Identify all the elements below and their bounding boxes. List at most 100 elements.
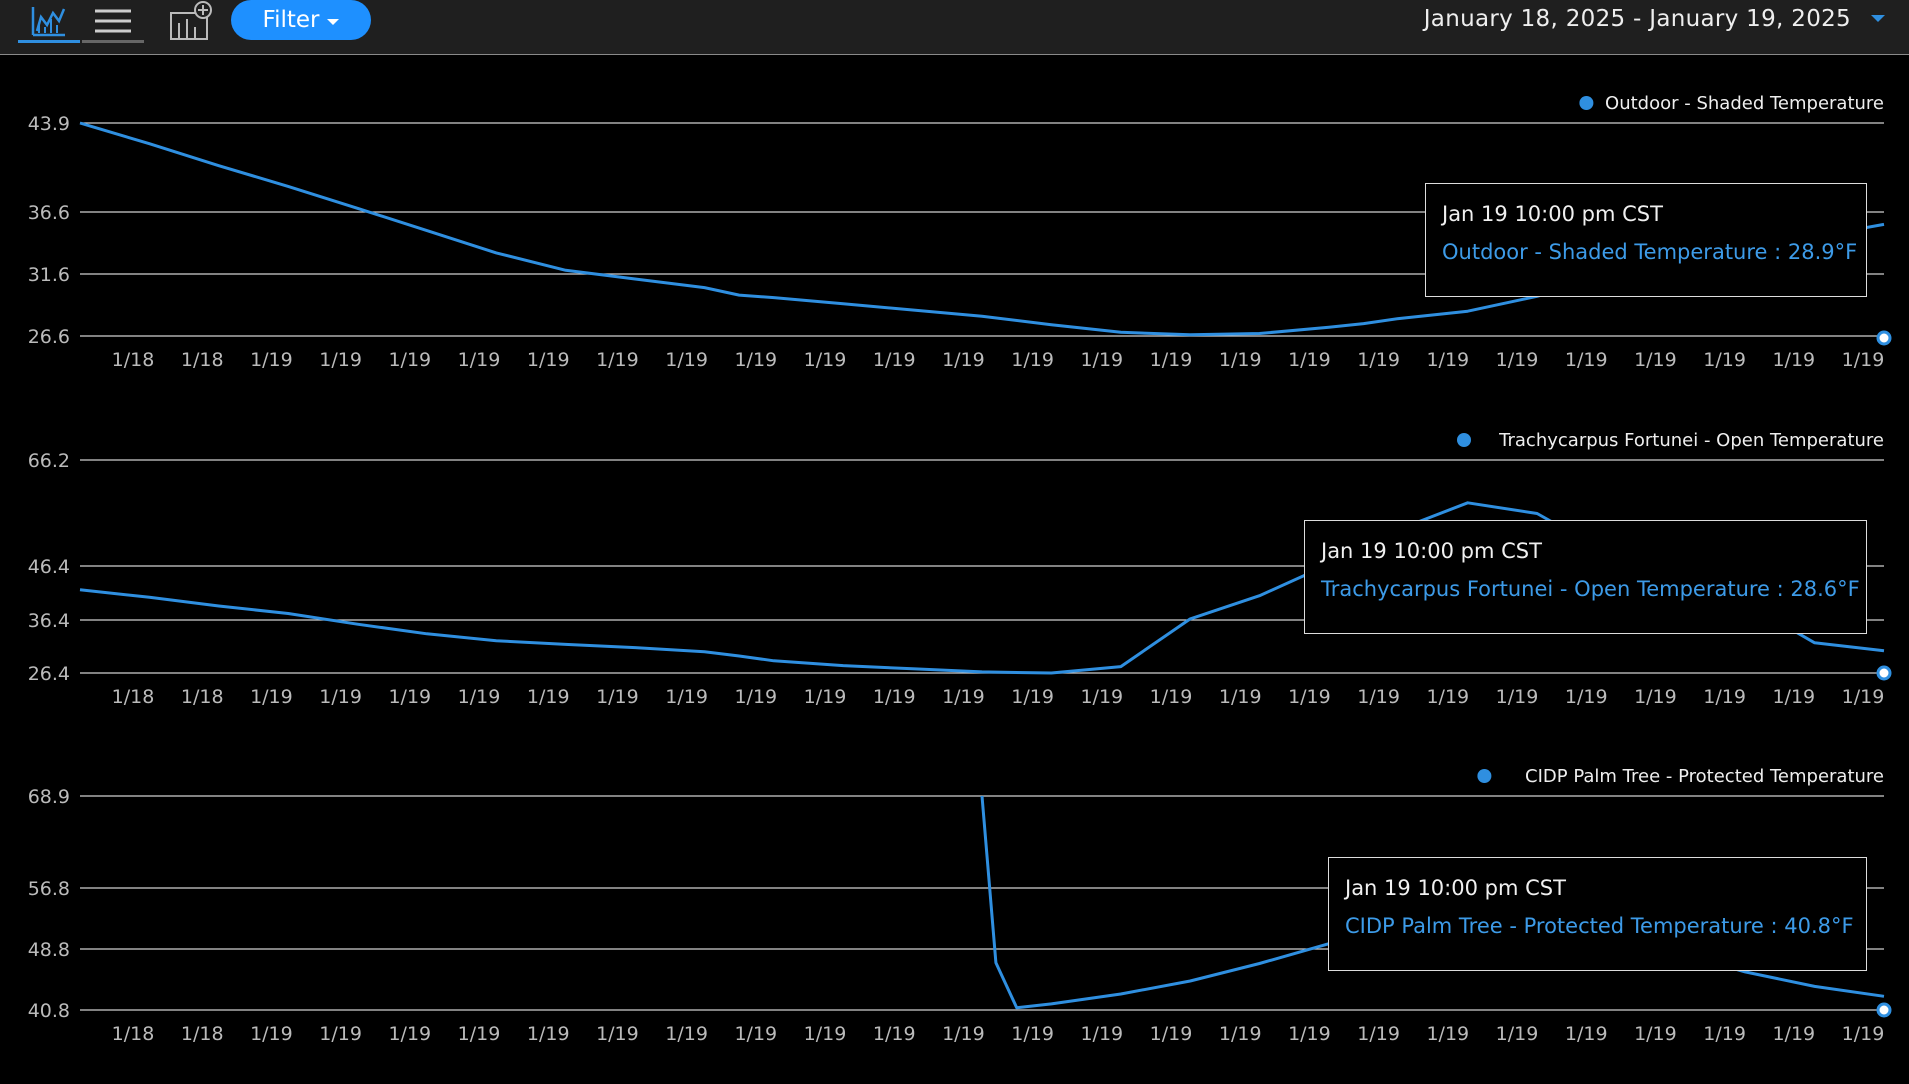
filter-label: Filter [262,7,320,33]
list-view-icon[interactable] [82,0,144,42]
y-tick-label: 36.6 [28,202,70,224]
x-tick-label: 1/19 [1080,349,1123,371]
tooltip-outdoor: Jan 19 10:00 pm CST Outdoor - Shaded Tem… [1425,183,1867,297]
x-tick-label: 1/18 [181,1023,224,1045]
x-tick-label: 1/19 [1288,1023,1331,1045]
tooltip-time: Jan 19 10:00 pm CST [1345,876,1566,900]
x-tick-label: 1/19 [1496,686,1539,708]
x-tick-label: 1/19 [1150,1023,1193,1045]
x-tick-label: 1/19 [1219,349,1262,371]
legend-label[interactable]: CIDP Palm Tree - Protected Temperature [1525,766,1884,787]
x-tick-label: 1/19 [596,349,639,371]
x-tick-label: 1/19 [458,349,501,371]
x-tick-label: 1/19 [804,349,847,371]
x-tick-label: 1/19 [873,686,916,708]
x-tick-label: 1/19 [1426,1023,1469,1045]
x-tick-label: 1/19 [1772,349,1815,371]
legend-marker [1477,769,1492,783]
legend-marker [1457,433,1471,447]
add-chart-icon[interactable] [164,0,216,42]
x-tick-label: 1/19 [319,686,362,708]
x-tick-label: 1/19 [1565,349,1608,371]
y-tick-label: 43.9 [28,113,70,135]
tooltip-value: CIDP Palm Tree - Protected Temperature :… [1345,914,1854,938]
x-tick-label: 1/19 [1219,1023,1262,1045]
x-tick-label: 1/19 [596,686,639,708]
x-tick-label: 1/19 [596,1023,639,1045]
x-tick-label: 1/19 [804,1023,847,1045]
x-tick-label: 1/19 [1219,686,1262,708]
x-tick-label: 1/18 [181,349,224,371]
x-tick-label: 1/19 [1703,686,1746,708]
x-tick-label: 1/19 [1288,349,1331,371]
x-tick-label: 1/19 [734,686,777,708]
x-tick-label: 1/19 [1288,686,1331,708]
x-tick-label: 1/19 [1357,686,1400,708]
tooltip-time: Jan 19 10:00 pm CST [1321,539,1542,563]
y-tick-label: 40.8 [28,1000,70,1022]
hover-marker[interactable] [1876,1002,1892,1018]
x-tick-label: 1/18 [112,686,155,708]
x-tick-label: 1/19 [1703,1023,1746,1045]
x-tick-label: 1/19 [1357,1023,1400,1045]
y-tick-label: 26.6 [28,326,70,348]
x-tick-label: 1/19 [665,349,708,371]
x-tick-label: 1/19 [1772,686,1815,708]
x-tick-label: 1/19 [527,349,570,371]
x-tick-label: 1/19 [1772,1023,1815,1045]
date-range-label[interactable]: January 18, 2025 - January 19, 2025 [1423,6,1851,32]
x-tick-label: 1/19 [1426,686,1469,708]
x-tick-label: 1/19 [873,349,916,371]
legend-marker [1579,96,1594,110]
hover-marker[interactable] [1876,330,1892,346]
date-range-dropdown-icon[interactable] [1871,15,1885,22]
y-tick-label: 68.9 [28,786,70,808]
x-tick-label: 1/19 [1150,686,1193,708]
x-tick-label: 1/19 [458,686,501,708]
x-tick-label: 1/19 [1011,686,1054,708]
x-tick-label: 1/19 [665,1023,708,1045]
y-tick-label: 46.4 [28,556,70,578]
x-tick-label: 1/19 [1565,1023,1608,1045]
y-tick-label: 48.8 [28,939,70,961]
x-tick-label: 1/19 [388,686,431,708]
hover-marker[interactable] [1876,665,1892,681]
x-tick-label: 1/19 [734,1023,777,1045]
toolbar: Filter January 18, 2025 - January 19, 20… [0,0,1909,55]
x-tick-label: 1/19 [527,1023,570,1045]
x-tick-label: 1/18 [112,1023,155,1045]
y-tick-label: 66.2 [28,450,70,472]
x-tick-label: 1/19 [1634,349,1677,371]
x-tick-label: 1/19 [942,349,985,371]
x-tick-label: 1/19 [873,1023,916,1045]
x-tick-label: 1/19 [319,349,362,371]
x-tick-label: 1/19 [1011,1023,1054,1045]
x-tick-label: 1/19 [1842,349,1885,371]
x-tick-label: 1/19 [388,1023,431,1045]
tooltip-value: Trachycarpus Fortunei - Open Temperature… [1321,577,1860,601]
x-tick-label: 1/18 [181,686,224,708]
x-tick-label: 1/19 [1080,686,1123,708]
tooltip-time: Jan 19 10:00 pm CST [1442,202,1663,226]
x-tick-label: 1/19 [804,686,847,708]
x-tick-label: 1/19 [1842,686,1885,708]
x-tick-label: 1/19 [1011,349,1054,371]
chart-view-icon[interactable] [18,0,80,42]
filter-button[interactable]: Filter [231,0,371,40]
x-tick-label: 1/19 [1634,1023,1677,1045]
x-tick-label: 1/19 [1426,349,1469,371]
x-tick-label: 1/19 [319,1023,362,1045]
chevron-down-icon [327,18,340,25]
x-tick-label: 1/19 [1703,349,1746,371]
x-tick-label: 1/19 [1634,686,1677,708]
legend-label[interactable]: Trachycarpus Fortunei - Open Temperature [1498,430,1884,451]
list-view-underline [82,40,144,43]
x-tick-label: 1/19 [942,1023,985,1045]
y-tick-label: 26.4 [28,663,70,685]
x-tick-label: 1/19 [1496,349,1539,371]
x-tick-label: 1/19 [734,349,777,371]
y-tick-label: 56.8 [28,878,70,900]
legend-label[interactable]: Outdoor - Shaded Temperature [1605,93,1884,114]
x-tick-label: 1/19 [527,686,570,708]
y-tick-label: 36.4 [28,610,70,632]
